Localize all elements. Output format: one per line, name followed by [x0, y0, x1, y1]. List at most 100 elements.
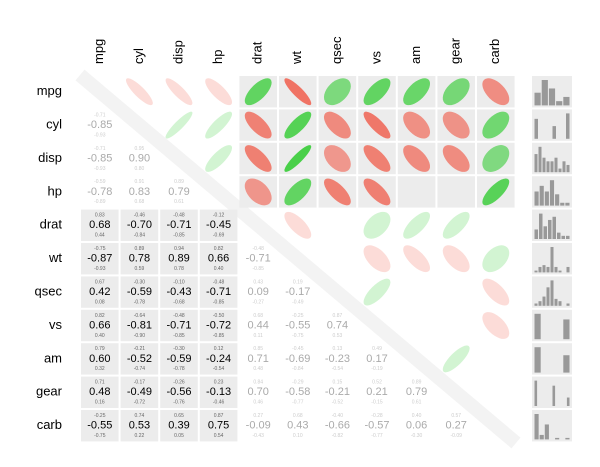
- histogram-bar: [534, 313, 541, 340]
- correlation-lower-bound: 0.44: [95, 233, 105, 239]
- correlation-upper-bound: 0.49: [372, 346, 382, 352]
- cell-background: [81, 276, 119, 308]
- column-label: cyl: [131, 48, 146, 64]
- row-label: mpg: [37, 83, 62, 98]
- histogram-bar: [548, 219, 552, 239]
- correlation-lower-bound: -0.82: [332, 433, 344, 439]
- correlation-lower-bound: -0.89: [94, 199, 106, 205]
- histogram-bar: [566, 113, 570, 139]
- histogram-bar: [539, 213, 543, 239]
- diagonal-band: [75, 69, 521, 449]
- histogram-bar: [554, 298, 558, 306]
- correlation-lower-bound: -0.78: [173, 366, 185, 372]
- correlation-label: -0.71: [166, 219, 191, 231]
- correlation-ellipse: [165, 78, 193, 106]
- correlation-upper-bound: 0.94: [174, 246, 184, 252]
- correlation-ellipse: [323, 178, 351, 206]
- correlation-label: -0.17: [285, 286, 310, 298]
- correlation-upper-bound: -0.21: [134, 346, 146, 352]
- histogram-bar: [548, 88, 556, 106]
- correlation-ellipse: [403, 111, 431, 139]
- histogram-bar: [556, 101, 563, 106]
- correlation-lower-bound: 0.78: [174, 266, 184, 272]
- column-label: gear: [448, 37, 463, 64]
- correlation-upper-bound: 0.87: [333, 313, 343, 319]
- correlation-upper-bound: -0.25: [94, 413, 106, 419]
- correlation-lower-bound: 0.80: [135, 166, 145, 172]
- correlation-ellipse: [442, 78, 470, 106]
- correlation-lower-bound: 0.46: [253, 400, 263, 406]
- correlation-ellipse: [363, 178, 391, 206]
- correlation-lower-bound: -0.85: [173, 333, 185, 339]
- correlation-ellipse: [482, 312, 510, 339]
- correlation-upper-bound: -0.71: [94, 112, 106, 118]
- correlation-label: 0.09: [247, 286, 268, 298]
- correlation-upper-bound: -0.30: [173, 346, 185, 352]
- correlation-label: 0.39: [168, 420, 189, 432]
- correlation-ellipse: [482, 145, 510, 172]
- correlation-lower-bound: -0.15: [371, 400, 383, 406]
- histogram-bar: [558, 270, 562, 273]
- histogram-bar: [563, 96, 570, 106]
- histogram-bar: [534, 303, 538, 306]
- correlation-ellipse: [442, 111, 470, 139]
- histogram-bar: [534, 380, 538, 406]
- histogram-bar: [534, 414, 539, 440]
- correlation-lower-bound: -0.85: [213, 299, 225, 305]
- histogram-bar: [566, 303, 570, 306]
- correlation-label: 0.17: [366, 353, 387, 365]
- correlation-upper-bound: -0.48: [252, 246, 264, 252]
- histogram-background: [532, 109, 572, 141]
- histogram-bar: [558, 301, 562, 306]
- correlation-ellipse: [482, 78, 510, 106]
- correlation-upper-bound: -0.75: [94, 246, 106, 252]
- correlation-lower-bound: -0.09: [450, 433, 462, 439]
- correlation-label: 0.44: [247, 319, 268, 331]
- cell-background: [120, 410, 159, 442]
- correlation-ellipse: [323, 111, 351, 139]
- correlation-lower-bound: -0.54: [213, 366, 225, 372]
- correlation-upper-bound: -0.26: [173, 380, 185, 386]
- histogram-bar: [554, 157, 558, 173]
- correlation-upper-bound: 0.95: [135, 146, 145, 152]
- correlation-ellipse: [205, 78, 233, 106]
- correlation-ellipse: [323, 145, 351, 172]
- correlation-lower-bound: 0.53: [333, 333, 343, 339]
- correlation-label: 0.68: [89, 219, 110, 231]
- correlation-ellipse: [363, 111, 391, 139]
- cell-background: [199, 376, 238, 408]
- column-label: vs: [368, 51, 383, 65]
- correlation-ellipse: [284, 211, 312, 239]
- correlation-label: -0.81: [127, 319, 152, 331]
- histogram-bar: [534, 191, 539, 206]
- histogram-bar: [552, 385, 556, 406]
- correlation-lower-bound: 0.61: [412, 400, 422, 406]
- histogram-bar: [565, 202, 570, 206]
- correlation-label: 0.60: [89, 353, 110, 365]
- histogram-bar: [542, 296, 546, 306]
- correlation-label: -0.55: [87, 420, 112, 432]
- histogram-bar: [562, 161, 566, 173]
- correlation-ellipse: [482, 278, 510, 306]
- cell-background: [199, 309, 238, 342]
- correlation-upper-bound: 0.87: [214, 413, 224, 419]
- column-label: disp: [170, 40, 185, 64]
- correlation-lower-bound: -0.85: [252, 266, 264, 272]
- histogram-bar: [549, 180, 555, 206]
- column-label: carb: [487, 39, 502, 64]
- correlation-upper-bound: 0.12: [214, 346, 224, 352]
- correlation-upper-bound: 0.89: [412, 380, 422, 386]
- correlation-upper-bound: -0.48: [213, 279, 225, 285]
- row-label: gear: [36, 384, 63, 399]
- histogram-bar: [546, 287, 550, 306]
- correlation-upper-bound: -0.25: [292, 313, 304, 319]
- correlation-upper-bound: 0.52: [372, 380, 382, 386]
- correlation-lower-bound: 0.40: [214, 266, 224, 272]
- correlation-label: -0.23: [325, 353, 350, 365]
- cell-background: [120, 309, 159, 342]
- correlation-label: 0.66: [89, 319, 110, 331]
- histogram-bar: [563, 355, 570, 373]
- correlation-upper-bound: 0.74: [135, 413, 145, 419]
- correlation-ellipse: [363, 78, 391, 106]
- correlation-lower-bound: 0.08: [95, 299, 105, 305]
